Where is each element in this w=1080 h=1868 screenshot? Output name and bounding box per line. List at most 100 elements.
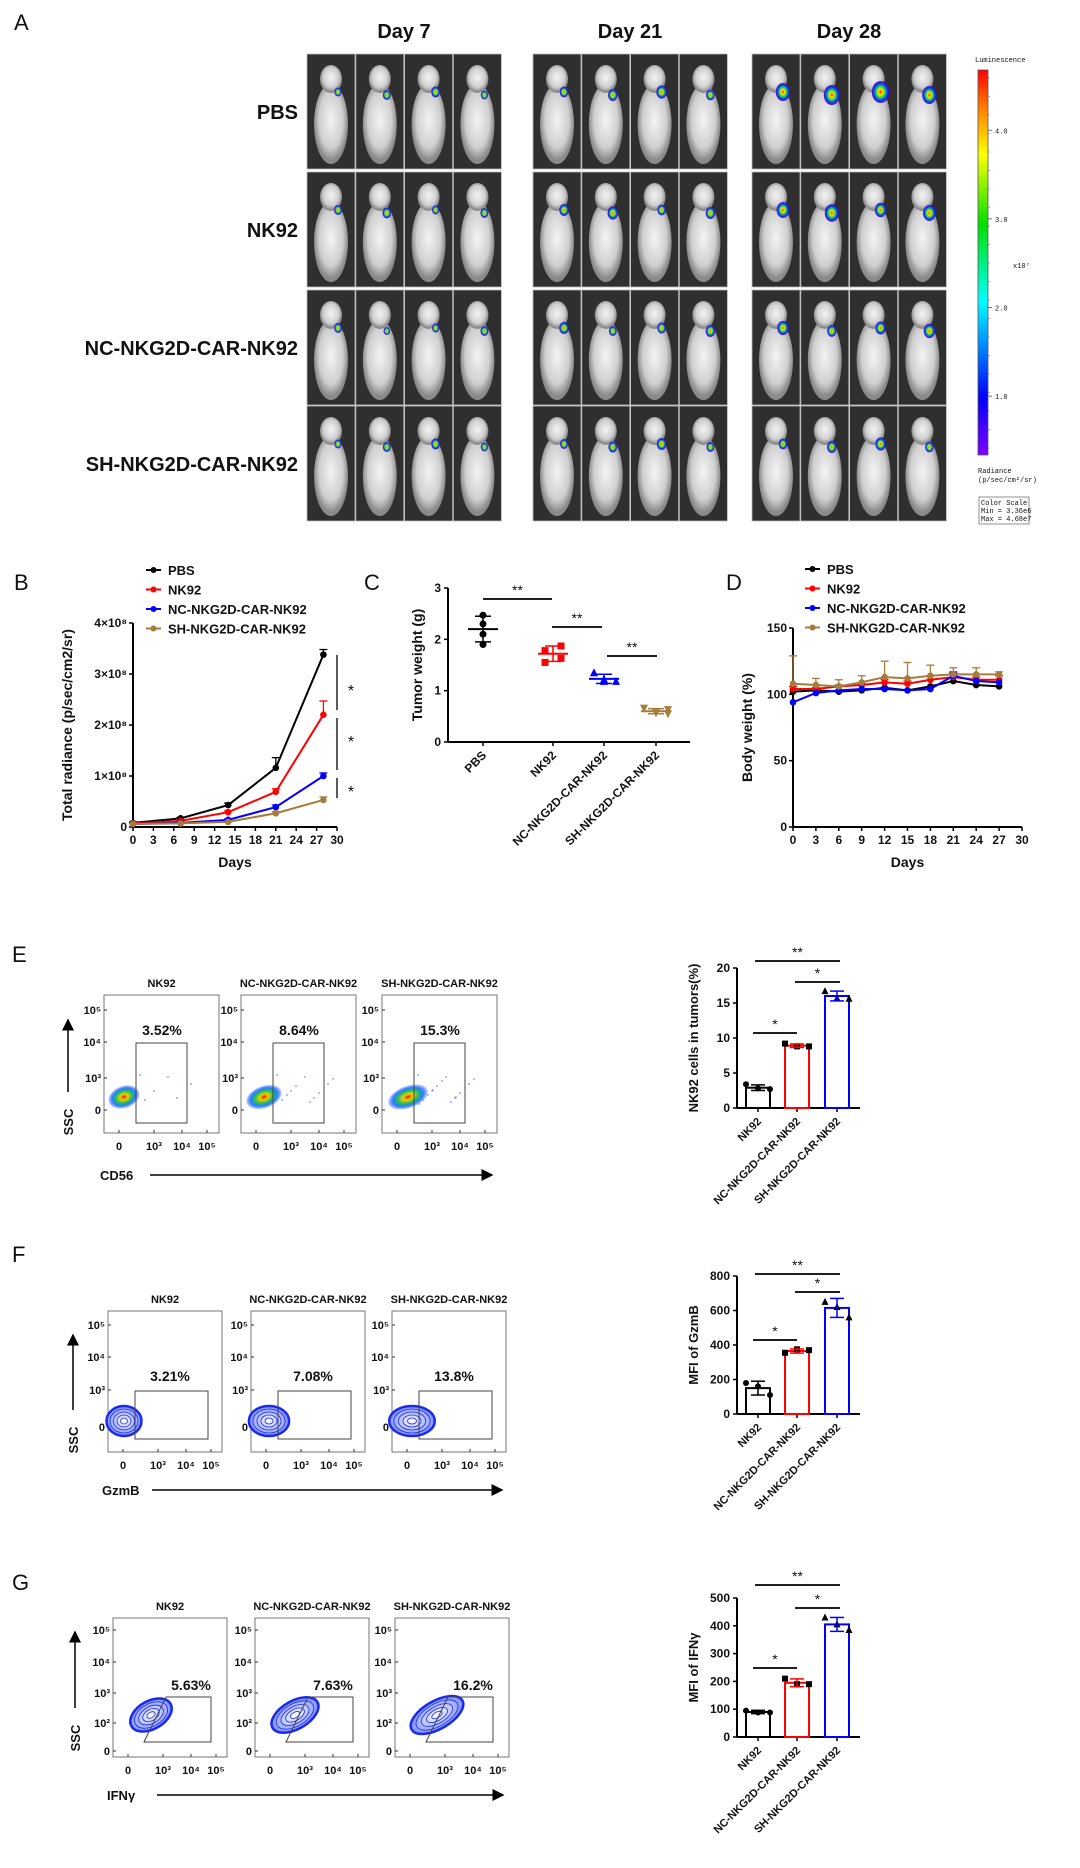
x-tick-label: 10³: [146, 1141, 162, 1153]
mouse-image: [355, 171, 405, 288]
contour-ring: [280, 1703, 310, 1727]
mouse-body: [905, 202, 940, 282]
flow-plot-frame: [240, 994, 357, 1134]
data-point: [224, 801, 232, 809]
x-tick-label: 10⁵: [198, 1141, 215, 1153]
y-tick-label: 100: [767, 687, 787, 701]
mouse-head: [320, 417, 342, 445]
mouse-body: [314, 436, 348, 516]
group-1: [538, 642, 568, 666]
x-tick-label: 18: [924, 833, 938, 847]
mouse-image: [532, 171, 582, 288]
mouse-body: [856, 320, 891, 400]
data-point: [612, 676, 620, 685]
bioluminescence-signal: [923, 323, 936, 339]
data-point: [782, 1349, 788, 1356]
bioluminescence-signal: [559, 86, 569, 98]
x-axis-label: IFNγ: [107, 1788, 136, 1803]
y-tick-label: 0: [386, 1746, 392, 1758]
y-tick-label: 10⁵: [84, 1005, 101, 1017]
series-3: [789, 655, 1004, 690]
bioluminescence-signal: [431, 86, 440, 98]
bioluminescence-signal: [432, 205, 440, 215]
bioluminescence-signal: [923, 205, 936, 221]
contour-ring: [388, 1404, 436, 1438]
panel-label-d: D: [726, 570, 742, 595]
mouse-head: [813, 301, 836, 329]
significance-mark: *: [815, 1591, 821, 1607]
y-tick-label: 0: [242, 1422, 248, 1434]
colorbar-tick-label: 1.0: [995, 394, 1008, 402]
data-point: [320, 711, 327, 719]
contour-ring: [260, 1414, 278, 1428]
data-point: [881, 673, 888, 681]
data-point: [789, 680, 797, 688]
contour-ring: [109, 1408, 139, 1434]
day-header: Day 7: [377, 21, 430, 43]
significance-mark: *: [348, 683, 354, 700]
x-tick-label: 10⁴: [177, 1460, 195, 1472]
mouse-head: [417, 65, 440, 93]
series-0: [129, 648, 328, 827]
category-label: NK92: [736, 1116, 764, 1144]
x-tick-label: 15: [901, 833, 915, 847]
mouse-image: [404, 289, 454, 406]
mouse-image: [306, 171, 356, 288]
cell-density: [108, 1085, 140, 1109]
y-tick-label: 10²: [376, 1718, 392, 1730]
event-dot: [309, 1101, 311, 1103]
mouse-image: [452, 53, 502, 170]
x-tick-label: 21: [947, 833, 961, 847]
panel-label-a: A: [14, 10, 29, 35]
mouse-image: [679, 289, 728, 406]
mouse-image: [751, 405, 801, 522]
flow-plot-title: NK92: [147, 978, 175, 990]
data-point: [224, 818, 232, 826]
bioluminescence-signal: [560, 439, 568, 449]
mouse-body: [637, 202, 672, 282]
flow-plot-title: NK92: [156, 1601, 184, 1613]
mouse-image: [532, 405, 582, 522]
x-tick-label: 9: [858, 833, 865, 847]
y-tick-label: 0: [104, 1746, 110, 1758]
event-dot: [290, 1090, 292, 1092]
mouse-image: [800, 405, 850, 522]
x-tick-label: 10³: [424, 1141, 440, 1153]
x-tick-label: 3: [150, 833, 157, 847]
mouse-body: [637, 436, 672, 516]
bioluminescence-signal: [875, 321, 886, 335]
x-tick-label: 10³: [155, 1765, 171, 1777]
x-tick-label: 10³: [434, 1460, 450, 1472]
mouse-image: [355, 405, 405, 522]
panel-label-c: C: [364, 570, 380, 595]
x-tick-label: 10³: [437, 1765, 453, 1777]
x-tick-label: 0: [394, 1141, 400, 1153]
contour-ring: [116, 1414, 132, 1428]
data-point: [881, 679, 888, 686]
x-tick-label: 0: [130, 833, 137, 847]
mouse-head: [466, 65, 489, 93]
mouse-head: [692, 183, 715, 211]
flow-plot: NC-NKG2D-CAR-NK92 10⁵ 10⁴ 10³ 0 0 10³ 10⁴ 10⁵ 8.6…: [220, 978, 357, 1153]
data-point: [177, 820, 184, 827]
color-scale-title: Color Scale: [981, 500, 1027, 508]
bioluminescence-signal: [656, 85, 667, 99]
data-point: [845, 994, 853, 1002]
legend-marker: [150, 567, 157, 573]
data-point: [224, 808, 232, 816]
data-point: [904, 675, 911, 682]
mouse-body: [362, 320, 397, 400]
group-row-label: PBS: [257, 102, 298, 124]
mouse-head: [466, 183, 489, 211]
mouse-head: [368, 183, 391, 211]
mouse-head: [594, 65, 617, 93]
mouse-body: [686, 84, 721, 164]
contour-ring: [146, 1711, 156, 1719]
data-point: [904, 687, 911, 694]
data-point: [995, 671, 1003, 678]
day-header: Day 21: [598, 21, 663, 43]
gate: [425, 1696, 494, 1743]
mouse-image: [404, 405, 454, 522]
flow-e-flow-plots: NK92 10⁵ 10⁴ 10³ 0 0 10³ 10⁴ 10⁵ 3.52% NC-NKG2D-CA…: [61, 978, 498, 1183]
